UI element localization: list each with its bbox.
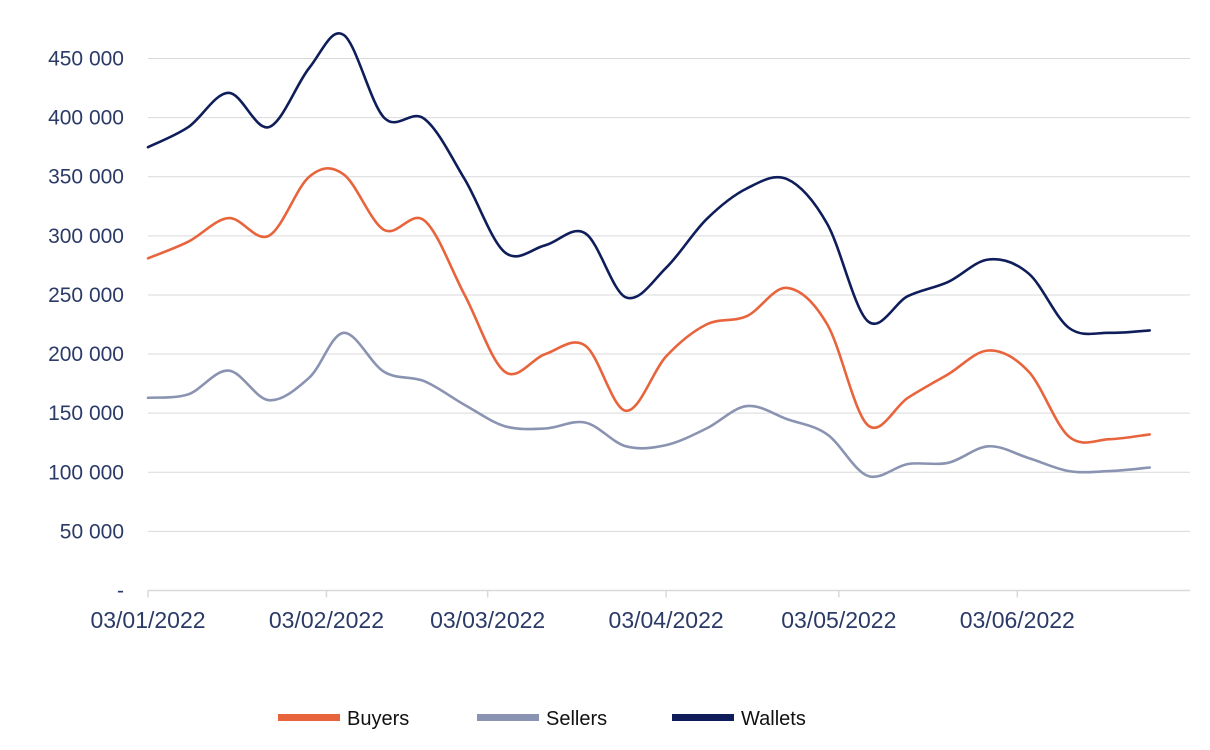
y-tick-label: 150 000 <box>48 402 124 425</box>
x-axis <box>147 589 1190 598</box>
legend-item-buyers: Buyers <box>278 708 409 730</box>
series-line-wallets <box>146 32 1151 336</box>
x-tick-label: 03/05/2022 <box>781 607 896 633</box>
y-tick-label: 100 000 <box>48 461 124 484</box>
legend-swatch-buyers <box>278 714 340 721</box>
y-tick-label: - <box>117 580 124 603</box>
legend-label-buyers: Buyers <box>347 708 409 730</box>
series-lines <box>146 32 1151 479</box>
legend-label-wallets: Wallets <box>741 708 806 730</box>
legend-swatch-sellers <box>477 714 539 721</box>
x-tick-label: 03/06/2022 <box>960 607 1075 633</box>
series-line-buyers <box>146 167 1151 444</box>
y-tick-label: 450 000 <box>48 48 124 71</box>
legend-swatch-wallets <box>672 714 734 721</box>
y-tick-label: 50 000 <box>60 520 124 543</box>
y-tick-label: 300 000 <box>48 225 124 248</box>
x-tick-label: 03/04/2022 <box>609 607 724 633</box>
legend: Buyers Sellers Wallets <box>278 708 806 730</box>
y-tick-label: 350 000 <box>48 166 124 189</box>
x-tick-label: 03/03/2022 <box>430 607 545 633</box>
legend-label-sellers: Sellers <box>546 708 607 730</box>
x-axis-tick-labels: 03/01/2022 03/02/2022 03/03/2022 03/04/2022… <box>90 607 1074 633</box>
y-tick-label: 400 000 <box>48 107 124 130</box>
gridlines <box>148 58 1190 532</box>
y-tick-label: 250 000 <box>48 284 124 307</box>
y-tick-label: 200 000 <box>48 343 124 366</box>
x-tick-label: 03/02/2022 <box>269 607 384 633</box>
y-axis-tick-labels: - 50 000 100 000 150 000 200 000 250 000 300 0… <box>48 48 124 603</box>
legend-item-wallets: Wallets <box>672 708 806 730</box>
series-line-sellers <box>146 331 1151 479</box>
x-tick-label: 03/01/2022 <box>90 607 205 633</box>
legend-item-sellers: Sellers <box>477 708 607 730</box>
